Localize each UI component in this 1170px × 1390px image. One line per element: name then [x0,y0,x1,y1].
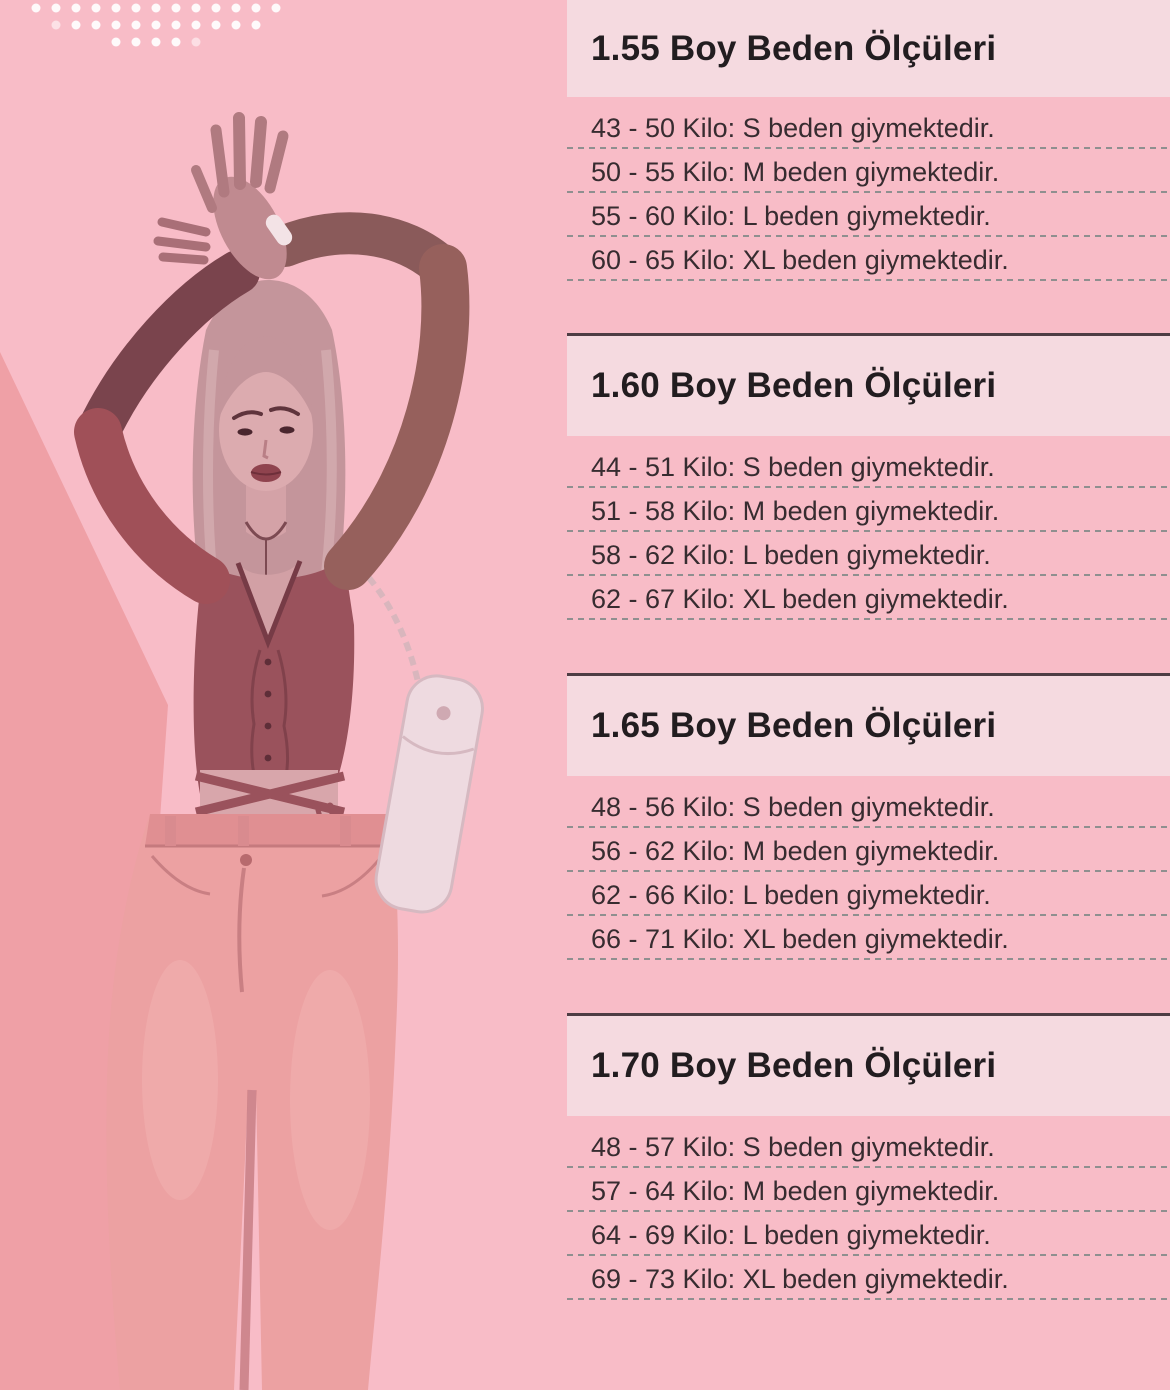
size-row: 60 - 65 Kilo: XL beden giymektedir. [567,237,1170,281]
size-rows: 48 - 57 Kilo: S beden giymektedir. 57 - 6… [567,1116,1170,1300]
size-row: 44 - 51 Kilo: S beden giymektedir. [567,444,1170,488]
size-row: 48 - 57 Kilo: S beden giymektedir. [567,1124,1170,1168]
size-row: 55 - 60 Kilo: L beden giymektedir. [567,193,1170,237]
size-row: 69 - 73 Kilo: XL beden giymektedir. [567,1256,1170,1300]
section-title-box: 1.65 Boy Beden Ölçüleri [567,676,1170,776]
section-title-box: 1.55 Boy Beden Ölçüleri [567,0,1170,97]
model-photo-illustration [0,3,484,1390]
size-row: 66 - 71 Kilo: XL beden giymektedir. [567,916,1170,960]
size-row: 57 - 64 Kilo: M beden giymektedir. [567,1168,1170,1212]
size-section: 1.65 Boy Beden Ölçüleri 48 - 56 Kilo: S … [567,673,1170,1013]
size-row: 48 - 56 Kilo: S beden giymektedir. [567,784,1170,828]
section-title: 1.65 Boy Beden Ölçüleri [591,706,997,745]
section-title: 1.55 Boy Beden Ölçüleri [591,28,997,68]
size-row: 58 - 62 Kilo: L beden giymektedir. [567,532,1170,576]
section-title-box: 1.70 Boy Beden Ölçüleri [567,1016,1170,1116]
handbag [346,553,484,914]
section-title-box: 1.60 Boy Beden Ölçüleri [567,336,1170,436]
woman-figure [74,112,484,1390]
size-row: 43 - 50 Kilo: S beden giymektedir. [567,105,1170,149]
size-row: 51 - 58 Kilo: M beden giymektedir. [567,488,1170,532]
size-rows: 48 - 56 Kilo: S beden giymektedir. 56 - 6… [567,776,1170,960]
size-row: 62 - 66 Kilo: L beden giymektedir. [567,872,1170,916]
hands [153,112,293,280]
neck [246,478,286,539]
crop-top [193,558,355,794]
arms [74,212,470,604]
size-chart-column: 1.55 Boy Beden Ölçüleri 43 - 50 Kilo: S … [567,0,1170,1390]
size-rows: 44 - 51 Kilo: S beden giymektedir. 51 - 5… [567,436,1170,620]
size-row: 62 - 67 Kilo: XL beden giymektedir. [567,576,1170,620]
jeans [106,814,398,1390]
size-row: 50 - 55 Kilo: M beden giymektedir. [567,149,1170,193]
section-title: 1.70 Boy Beden Ölçüleri [591,1046,997,1085]
size-section: 1.60 Boy Beden Ölçüleri 44 - 51 Kilo: S … [567,333,1170,673]
size-section: 1.70 Boy Beden Ölçüleri 48 - 57 Kilo: S … [567,1013,1170,1353]
face [219,369,313,491]
size-row: 64 - 69 Kilo: L beden giymektedir. [567,1212,1170,1256]
size-section: 1.55 Boy Beden Ölçüleri 43 - 50 Kilo: S … [567,0,1170,333]
dot-grid-icon [31,3,281,47]
size-row: 56 - 62 Kilo: M beden giymektedir. [567,828,1170,872]
section-title: 1.60 Boy Beden Ölçüleri [591,366,997,405]
size-rows: 43 - 50 Kilo: S beden giymektedir. 50 - 5… [567,97,1170,281]
